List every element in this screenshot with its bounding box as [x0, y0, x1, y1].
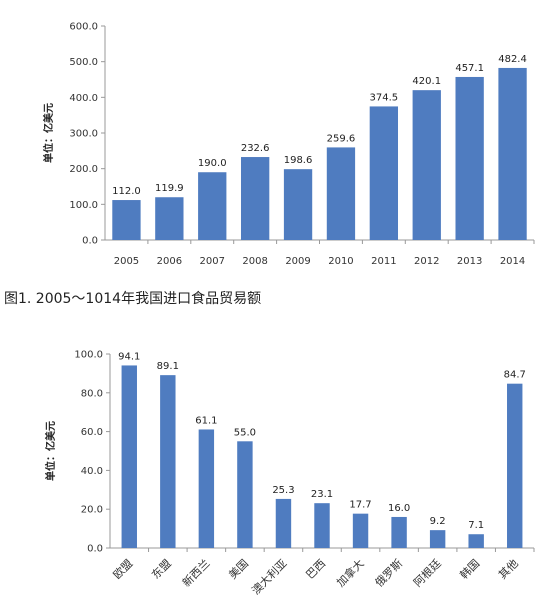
- data-label: 89.1: [157, 361, 179, 372]
- figure-caption: 图1. 2005～1014年我国进口食品贸易额: [4, 291, 262, 307]
- bar: [237, 441, 253, 548]
- bar: [412, 90, 441, 240]
- bar: [498, 67, 527, 240]
- x-tick-label: 2008: [242, 256, 267, 267]
- data-label: 17.7: [349, 500, 371, 511]
- bar: [352, 513, 369, 548]
- x-tick-label: 2009: [285, 256, 310, 267]
- y-tick-label: 300.0: [69, 129, 98, 140]
- y-axis-title: 单位：亿美元: [44, 421, 57, 481]
- data-label: 7.1: [468, 520, 484, 531]
- x-tick-label: 2010: [328, 256, 353, 267]
- y-tick-label: 0.0: [87, 544, 103, 555]
- y-tick-label: 0.0: [82, 236, 98, 247]
- y-tick-label: 500.0: [69, 57, 98, 68]
- bar: [240, 157, 270, 240]
- data-label: 25.3: [272, 485, 294, 496]
- data-label: 232.6: [241, 143, 270, 154]
- x-tick-label: 阿根廷: [411, 556, 444, 589]
- x-tick-label: 2007: [200, 256, 225, 267]
- y-tick-label: 200.0: [69, 164, 98, 175]
- bar: [429, 530, 446, 548]
- y-tick-label: 100.0: [69, 200, 98, 211]
- bar: [275, 498, 292, 548]
- x-tick-label: 欧盟: [111, 557, 136, 582]
- x-tick-label: 美国: [226, 557, 251, 582]
- y-tick-label: 20.0: [81, 505, 103, 516]
- bar: [391, 516, 407, 548]
- bar: [369, 106, 399, 240]
- bar: [198, 172, 227, 240]
- data-label: 190.0: [198, 158, 227, 169]
- data-label: 61.1: [195, 415, 217, 426]
- x-tick-label: 澳大利亚: [249, 556, 290, 597]
- data-label: 374.5: [370, 92, 399, 103]
- x-tick-label: 2014: [500, 256, 525, 267]
- data-label: 112.0: [112, 186, 141, 197]
- x-tick-label: 巴西: [303, 557, 328, 582]
- x-tick-label: 2012: [414, 256, 439, 267]
- y-tick-label: 60.0: [81, 427, 103, 438]
- data-label: 84.7: [504, 370, 526, 381]
- bar: [112, 200, 141, 240]
- data-label: 198.6: [284, 155, 313, 166]
- bar: [507, 383, 523, 548]
- bar: [314, 503, 330, 548]
- data-label: 457.1: [455, 63, 484, 74]
- data-label: 94.1: [118, 351, 140, 362]
- y-tick-label: 400.0: [69, 93, 98, 104]
- data-label: 23.1: [311, 489, 333, 500]
- data-label: 482.4: [498, 54, 527, 65]
- bar: [468, 534, 484, 548]
- x-tick-label: 2005: [114, 256, 139, 267]
- y-tick-label: 600.0: [69, 22, 98, 33]
- x-tick-label: 东盟: [149, 557, 174, 582]
- import-trade-bar-chart: 0.0 100.0 200.0 300.0 400.0 500.0 600.0 112.0 20…: [42, 22, 535, 267]
- data-label: 259.6: [327, 133, 356, 144]
- y-tick-label: 80.0: [81, 388, 103, 399]
- x-tick-label: 2013: [457, 256, 482, 267]
- bar: [198, 429, 215, 548]
- x-tick-label: 新西兰: [179, 556, 212, 589]
- x-tick-label: 俄罗斯: [373, 557, 406, 590]
- bar: [121, 365, 137, 548]
- y-tick-label: 100.0: [74, 350, 103, 361]
- x-tick-label: 韩国: [457, 556, 482, 581]
- x-tick-label: 2011: [371, 256, 396, 267]
- y-tick-label: 40.0: [81, 466, 103, 477]
- bar: [326, 147, 356, 240]
- data-label: 420.1: [412, 76, 441, 87]
- x-tick-label: 2006: [157, 256, 182, 267]
- x-tick-label: 加拿大: [333, 556, 366, 589]
- bar: [455, 76, 484, 240]
- bar: [160, 375, 176, 548]
- x-tick-label: 其他: [496, 557, 521, 582]
- data-label: 119.9: [155, 183, 184, 194]
- data-label: 55.0: [234, 427, 256, 438]
- bar: [155, 197, 184, 240]
- bar: [283, 169, 313, 240]
- y-axis-title: 单位：亿美元: [42, 103, 55, 163]
- data-label: 16.0: [388, 503, 410, 514]
- data-label: 9.2: [430, 516, 446, 527]
